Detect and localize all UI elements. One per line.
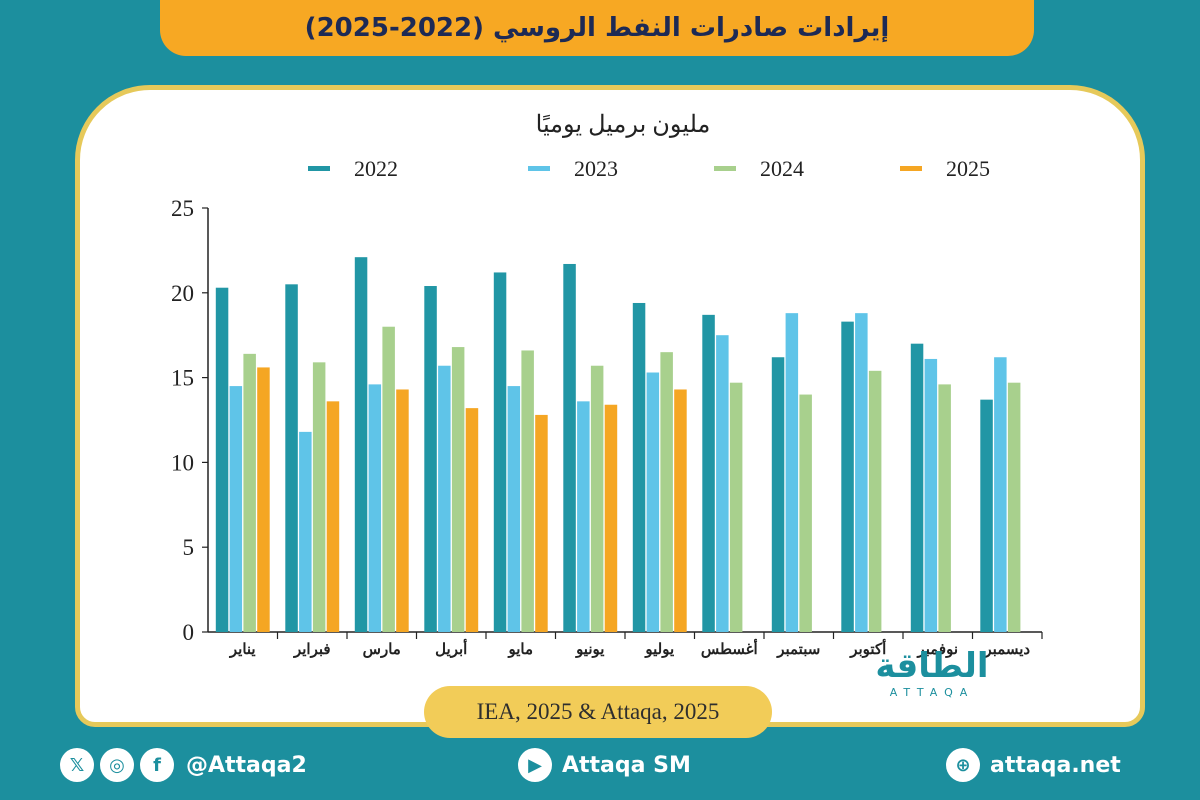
x-tick-label: ديسمبر	[983, 642, 1030, 658]
website-link[interactable]: ⊕ attaqa.net	[946, 748, 1121, 782]
bar-2023	[368, 384, 382, 632]
bar-2022	[980, 399, 993, 632]
bar-2024	[799, 394, 812, 632]
y-tick-label: 5	[183, 535, 195, 560]
bar-2024	[938, 384, 951, 632]
y-tick-label: 10	[171, 450, 194, 475]
globe-icon[interactable]: ⊕	[946, 748, 980, 782]
bar-2025	[674, 389, 687, 632]
social-handle[interactable]: @Attaqa2	[186, 752, 307, 778]
legend-swatch-2024	[714, 166, 736, 171]
bar-2024	[1007, 382, 1021, 632]
x-tick-label: مارس	[363, 642, 401, 658]
bar-2022	[424, 286, 437, 632]
youtube-label[interactable]: Attaqa SM	[562, 752, 691, 778]
bar-2023	[507, 386, 521, 632]
bar-2022	[285, 284, 298, 632]
bar-2024	[451, 347, 465, 632]
bar-2024	[868, 370, 882, 632]
logo-latin: ATTAQA	[889, 686, 975, 699]
bar-2022	[354, 257, 368, 632]
legend-swatch-2022	[308, 166, 330, 171]
legend: 2022 2023 2024 2025	[308, 156, 990, 181]
chart-title-banner: إيرادات صادرات النفط الروسي (2022-2025)	[160, 0, 1034, 56]
bar-2024	[660, 352, 673, 632]
legend-label-2024: 2024	[760, 156, 804, 181]
bar-2023	[716, 335, 729, 632]
bar-2024	[312, 362, 326, 632]
footer: 𝕏 ◎ f @Attaqa2 ▶ Attaqa SM ⊕ attaqa.net	[0, 740, 1200, 800]
bar-2024	[521, 350, 534, 632]
chart-unit-title: مليون برميل يوميًا	[536, 112, 711, 138]
bar-2025	[257, 367, 270, 632]
instagram-icon[interactable]: ◎	[100, 748, 134, 782]
bar-2023	[924, 358, 938, 632]
y-tick-label: 25	[171, 196, 194, 221]
bar-2024	[729, 382, 743, 632]
bar-2023	[299, 431, 312, 632]
source-text: IEA, 2025 & Attaqa, 2025	[476, 699, 720, 724]
bar-2024	[590, 365, 604, 632]
page-title: إيرادات صادرات النفط الروسي (2022-2025)	[304, 13, 890, 43]
bar-chart: مليون برميل يوميًا 2022 2023 2024 2025 0510…	[171, 112, 1043, 658]
chart-card: مليون برميل يوميًا 2022 2023 2024 2025 0 5 10…	[75, 85, 1145, 727]
y-tick-label: 0	[183, 620, 195, 645]
x-tick-label: مايو	[507, 642, 533, 658]
bar-2025	[396, 389, 409, 632]
bar-2024	[382, 326, 395, 632]
y-tick-label: 15	[171, 366, 194, 391]
axes: 0 5 10 15 20 25 يناير فبراير مارس أبريل مايو يونيو ي…	[171, 196, 1043, 658]
youtube-icon[interactable]: ▶	[518, 748, 552, 782]
bar-2022	[910, 343, 924, 632]
logo-arabic: الطاقة	[875, 646, 989, 686]
bar-2025	[465, 408, 479, 632]
facebook-icon[interactable]: f	[140, 748, 174, 782]
y-tick-label: 20	[171, 281, 194, 306]
legend-label-2022: 2022	[354, 156, 398, 181]
bar-2022	[632, 302, 646, 632]
bar-2025	[326, 401, 340, 632]
x-tick-label: يناير	[229, 642, 256, 658]
bar-2022	[215, 287, 229, 632]
youtube-link[interactable]: ▶ Attaqa SM	[518, 748, 691, 782]
x-tick-label: فبراير	[293, 642, 331, 658]
bar-2023	[229, 386, 243, 632]
x-tick-label: يونيو	[575, 642, 604, 658]
x-tick-label: سبتمبر	[776, 642, 820, 658]
bar-2023	[438, 365, 451, 632]
bar-2023	[785, 313, 799, 632]
bars	[215, 257, 1021, 632]
legend-swatch-2023	[528, 166, 550, 171]
bar-2023	[646, 372, 660, 632]
source-label: IEA, 2025 & Attaqa, 2025	[424, 686, 772, 738]
bar-2022	[563, 263, 576, 632]
bar-2025	[604, 404, 618, 632]
bar-2023	[577, 401, 590, 632]
bar-2025	[535, 414, 548, 632]
attaqa-logo: الطاقة ATTAQA	[842, 646, 1022, 720]
legend-swatch-2025	[900, 166, 922, 171]
x-tick-label: يوليو	[644, 642, 674, 658]
website-label[interactable]: attaqa.net	[990, 752, 1121, 778]
bar-2022	[771, 357, 785, 632]
x-tick-label: نوفمبر	[916, 642, 958, 658]
legend-label-2025: 2025	[946, 156, 990, 181]
bar-2022	[493, 272, 507, 632]
bar-2022	[841, 321, 854, 632]
bar-2024	[243, 353, 256, 632]
bar-2023	[994, 357, 1007, 632]
bar-2023	[855, 313, 868, 632]
x-tick-label: أكتوبر	[849, 638, 886, 658]
legend-label-2023: 2023	[574, 156, 618, 181]
x-tick-label: أغسطس	[701, 638, 758, 658]
bar-2022	[702, 314, 715, 632]
x-tick-label: أبريل	[435, 638, 467, 658]
x-icon[interactable]: 𝕏	[60, 748, 94, 782]
social-links: 𝕏 ◎ f @Attaqa2	[60, 748, 307, 782]
